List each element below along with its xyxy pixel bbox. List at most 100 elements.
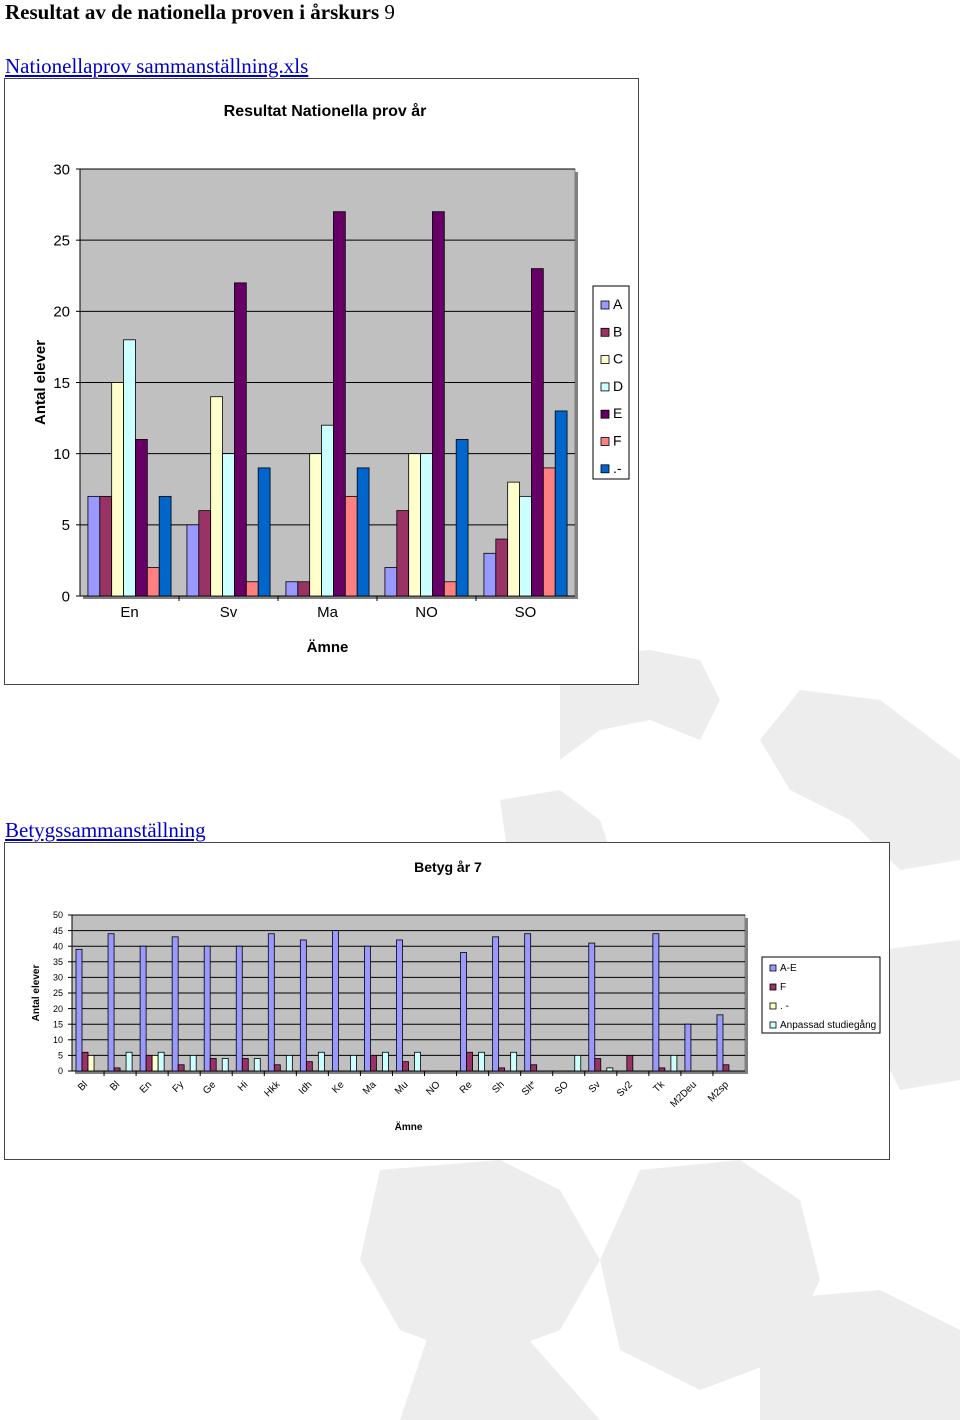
bar-E-2	[333, 211, 346, 597]
y-tick-label: 30	[53, 161, 70, 178]
y-tick-label: 15	[53, 1019, 63, 1029]
chart-resultat-nationella-prov: Resultat Nationella prov år 0 5 10 15 20 25 30 E…	[4, 78, 639, 685]
bar-F-0	[81, 1051, 89, 1072]
x-tick-label: M2Deu	[668, 1079, 699, 1110]
x-tick-label: Hi	[236, 1079, 250, 1093]
legend-entry: A	[613, 296, 623, 312]
y-tick-label: 5	[62, 517, 70, 534]
legend-swatch	[600, 464, 610, 474]
y-tick-label: 10	[53, 1035, 63, 1045]
bar-F-12	[466, 1051, 473, 1072]
bar-Anpassadstudiegng-8	[350, 1054, 357, 1072]
legend-entry: F	[780, 982, 786, 993]
legend	[592, 285, 630, 480]
bar-AE-16	[588, 942, 596, 1072]
chart-betyg-ar-7: Betyg år 7 0 5 10 15 20 25 30 35 40 45 50 Bl Bl En Fy Ge…	[4, 842, 890, 1160]
bar-F-4	[209, 1058, 217, 1072]
bar-Anpassadstudiegng-4	[221, 1058, 229, 1072]
bar-Anpassadstudiegng-3	[189, 1054, 197, 1072]
legend-swatch	[600, 437, 610, 446]
x-tick-label: Ma	[361, 1079, 379, 1097]
x-tick-label: Slt*	[520, 1079, 539, 1098]
link-nationellaprov-xls[interactable]: Nationellaprov sammanställning.xls	[5, 54, 309, 78]
bar-Anpassadstudiegng-7	[317, 1051, 325, 1072]
bar-Anpassadstudiegng-2	[157, 1051, 165, 1072]
y-tick-label: 25	[53, 232, 70, 249]
bar-AE-4	[203, 945, 211, 1072]
bar-A-4	[483, 552, 497, 597]
bar-A-3	[384, 567, 398, 597]
legend-swatch	[600, 409, 610, 419]
legend-swatch	[769, 964, 777, 972]
bar-B-1	[198, 510, 212, 597]
bar-AE-0	[75, 948, 83, 1072]
bar-B-2	[297, 581, 311, 597]
x-tick-label: Sv	[220, 604, 238, 621]
bar-C-1	[210, 396, 223, 597]
bar-C-3	[408, 453, 421, 597]
y-tick-label: 50	[53, 910, 63, 920]
bar-D-1	[222, 453, 235, 597]
bar--4	[554, 410, 568, 597]
bar-AE-18	[652, 933, 660, 1072]
y-tick-label: 45	[53, 926, 63, 936]
bar-A-2	[285, 581, 299, 597]
bar-Anpassadstudiegng-1	[125, 1051, 133, 1072]
legend-swatch	[600, 300, 610, 310]
bar-D-3	[420, 453, 433, 597]
y-tick-label: 20	[53, 304, 70, 321]
bar-B-0	[99, 495, 113, 597]
bar-B-4	[495, 538, 509, 597]
bar-Anpassadstudiegng-13	[510, 1051, 518, 1072]
bar-AE-12	[460, 952, 467, 1072]
legend-swatch	[769, 983, 777, 991]
bar-F-16	[594, 1058, 602, 1072]
chart-resultat-svg: Resultat Nationella prov år 0 5 10 15 20 25 30 E…	[32, 102, 630, 656]
y-axis-label: Antal elever	[31, 965, 42, 1022]
bar-AE-9	[364, 945, 371, 1072]
bar-F-14	[530, 1064, 538, 1072]
chart-title: Resultat Nationella prov år	[224, 102, 427, 120]
bar-C-0	[111, 382, 124, 597]
x-tick-label: SO	[515, 604, 537, 621]
y-tick-label: 15	[53, 375, 70, 392]
bar-AE-7	[299, 939, 307, 1072]
bar-F-13	[498, 1067, 506, 1072]
legend-entry: C	[613, 351, 623, 367]
x-tick-label: Bl	[108, 1079, 122, 1093]
legend	[761, 956, 881, 1034]
x-tick-label: Sv2	[615, 1079, 635, 1099]
bar-D-4	[519, 495, 532, 597]
x-tick-label: Ge	[201, 1079, 219, 1097]
legend-entry: A-E	[780, 963, 797, 974]
bar-F-10	[402, 1061, 409, 1072]
bar-F-17	[626, 1054, 634, 1072]
bar-Anpassadstudiegng-12	[478, 1051, 486, 1072]
y-axis-label: Antal elever	[32, 340, 49, 425]
x-axis-label: Ämne	[395, 1120, 423, 1133]
bar-F-20	[722, 1064, 730, 1072]
x-tick-label: Sv	[587, 1079, 603, 1095]
bar-Anpassadstudiegng-9	[382, 1051, 389, 1072]
bar-Anpassadstudiegng-18	[670, 1054, 678, 1072]
chart-title: Betyg år 7	[414, 859, 482, 875]
bar-F-2	[344, 495, 358, 597]
x-tick-label: Sh	[490, 1079, 506, 1095]
chart-betyg-svg: Betyg år 7 0 5 10 15 20 25 30 35 40 45 50 Bl Bl En Fy Ge…	[31, 859, 881, 1133]
bar-F-0	[146, 567, 160, 597]
bar-F-1	[113, 1067, 121, 1072]
legend-swatch	[600, 382, 610, 392]
bar-Anpassadstudiegng-10	[414, 1051, 421, 1072]
bar-AE-3	[171, 936, 179, 1072]
bar-A-0	[87, 495, 101, 597]
bar-AE-6	[267, 933, 275, 1072]
link-betygssammanstallning[interactable]: Betygssammanställning	[5, 818, 206, 842]
bar-B-3	[396, 510, 410, 597]
x-tick-label: Idh	[297, 1079, 315, 1097]
bar-AE-13	[492, 936, 500, 1072]
bar-C-2	[309, 453, 322, 597]
x-tick-label: Ma	[317, 604, 338, 621]
bar-AE-1	[107, 933, 115, 1072]
bar-E-0	[135, 439, 148, 597]
legend-swatch	[600, 355, 610, 365]
